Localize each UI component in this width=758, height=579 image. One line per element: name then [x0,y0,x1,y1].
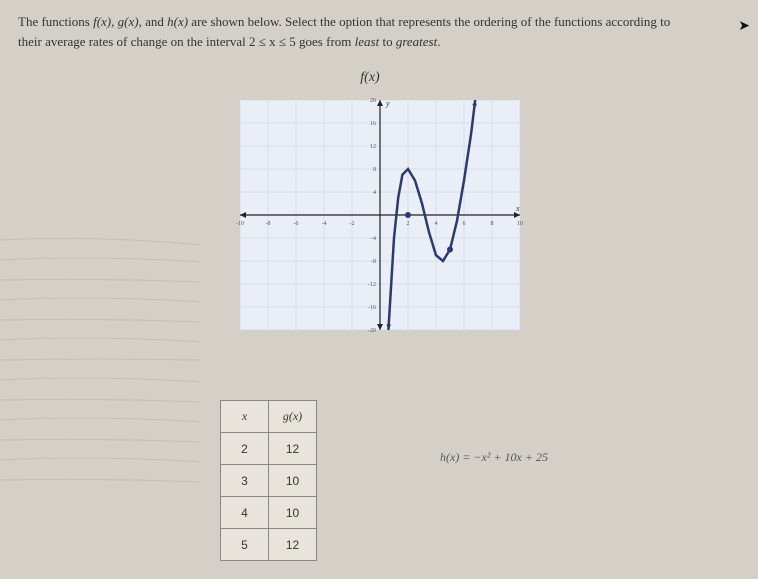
svg-text:-16: -16 [368,305,376,311]
cursor-icon: ➤ [738,18,750,35]
g-table-element: x g(x) 2 12 3 10 4 10 5 12 [220,400,317,561]
svg-text:y: y [385,99,390,108]
q-c2: , and [139,14,168,29]
question-page: The functions f(x), g(x), and h(x) are s… [0,0,758,63]
svg-text:4: 4 [435,221,438,227]
q-mid2: goes from [296,34,355,49]
cell-g: 12 [269,529,317,561]
svg-text:-12: -12 [368,282,376,288]
svg-text:6: 6 [463,221,466,227]
svg-text:12: 12 [370,144,376,150]
svg-text:4: 4 [373,190,376,196]
cell-x: 5 [221,529,269,561]
h-function: h(x) = −x² + 10x + 25 [440,450,548,465]
svg-text:-20: -20 [368,328,376,334]
q-greatest: greatest [396,34,437,49]
svg-text:16: 16 [370,121,376,127]
table-row: 5 12 [221,529,317,561]
svg-text:-4: -4 [322,221,327,227]
svg-text:-4: -4 [371,236,376,242]
q-pre1: The functions [18,14,93,29]
svg-text:8: 8 [373,167,376,173]
cell-g: 10 [269,465,317,497]
table-row: 2 12 [221,433,317,465]
svg-text:2: 2 [407,221,410,227]
g-table: x g(x) 2 12 3 10 4 10 5 12 [220,400,317,561]
svg-text:-8: -8 [266,221,271,227]
svg-text:x: x [515,204,520,213]
q-h: h(x) [167,14,188,29]
graph-container: f(x) -10 -8 -6 -4 -2 2 4 6 8 10 20 16 12 8 4 -4 -8 -12 -16… [200,70,540,355]
q-f: f(x) [93,14,111,29]
question-text: The functions f(x), g(x), and h(x) are s… [18,12,740,51]
q-g: g(x) [118,14,139,29]
graph-svg: -10 -8 -6 -4 -2 2 4 6 8 10 20 16 12 8 4 -4 -8 -12 -16 -20 y x [200,90,540,350]
svg-text:20: 20 [370,98,376,104]
svg-text:10: 10 [517,221,523,227]
cell-g: 10 [269,497,317,529]
q-post1: are shown below. Select the option that … [188,14,670,29]
svg-text:8: 8 [491,221,494,227]
page-streaks-icon [0,220,200,500]
svg-text:-6: -6 [294,221,299,227]
svg-text:-10: -10 [236,221,244,227]
cell-x: 3 [221,465,269,497]
q-least: least [355,34,380,49]
q-pre2: their average rates of change on the int… [18,34,249,49]
svg-text:-2: -2 [350,221,355,227]
cell-x: 2 [221,433,269,465]
table-header-row: x g(x) [221,401,317,433]
cell-g: 12 [269,433,317,465]
table-row: 3 10 [221,465,317,497]
cell-x: 4 [221,497,269,529]
table-row: 4 10 [221,497,317,529]
q-interval: 2 ≤ x ≤ 5 [249,34,296,49]
th-x: x [221,401,269,433]
svg-text:-8: -8 [371,259,376,265]
q-period: . [437,34,440,49]
graph-title: f(x) [200,70,540,86]
th-g: g(x) [269,401,317,433]
q-to: to [379,34,396,49]
